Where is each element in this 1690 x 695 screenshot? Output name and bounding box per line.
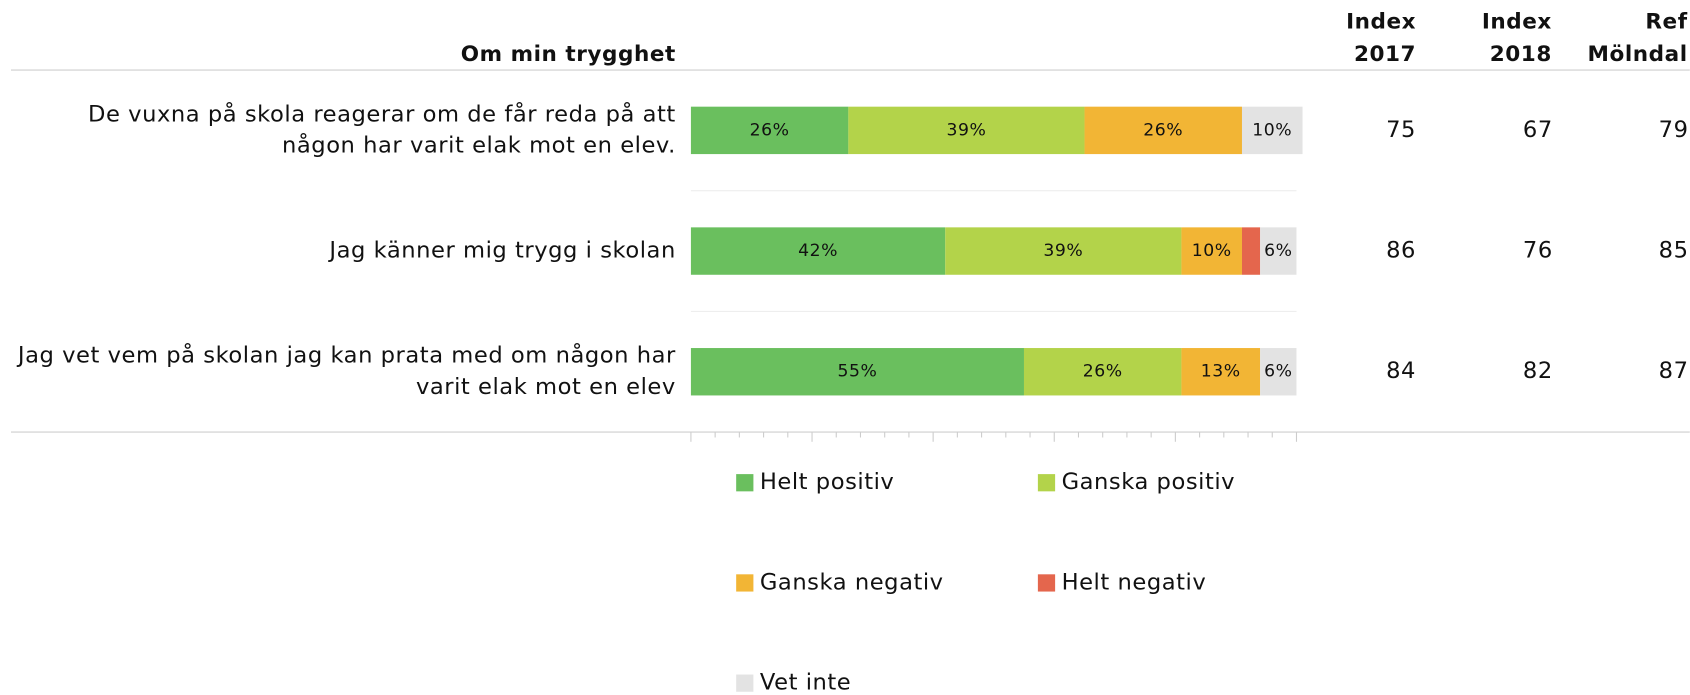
legend-swatch <box>1037 474 1056 492</box>
table-cell: 82 <box>1523 358 1553 384</box>
data-label: 6% <box>1264 362 1292 382</box>
bar-segment <box>1260 348 1297 396</box>
legend-label: Ganska negativ <box>760 569 944 595</box>
table-cell: 76 <box>1523 238 1553 264</box>
table-cell: 84 <box>1386 358 1416 384</box>
legend-label: Helt positiv <box>760 469 894 495</box>
bar-segment <box>690 106 849 155</box>
chart-title: Om min trygghet <box>461 42 676 67</box>
data-label: 13% <box>1201 362 1241 382</box>
data-label: 39% <box>946 120 986 140</box>
column-header: Ref <box>1645 10 1687 35</box>
column-header: Index <box>1346 10 1416 35</box>
column-header: 2018 <box>1490 42 1552 67</box>
category-label: någon har varit elak mot en elev. <box>282 131 676 159</box>
table-cell: 85 <box>1659 238 1689 264</box>
column-header: Mölndal <box>1588 42 1688 67</box>
column-header: Index <box>1482 10 1552 35</box>
table-cell: 79 <box>1659 117 1689 143</box>
legend-swatch <box>736 474 754 492</box>
legend-label: Ganska positiv <box>1062 469 1236 495</box>
data-label: 55% <box>837 362 877 382</box>
legend-swatch <box>1037 574 1056 592</box>
data-label: 26% <box>1143 120 1183 140</box>
category-label: De vuxna på skola reagerar om de får red… <box>88 99 676 127</box>
legend-label: Helt negativ <box>1062 569 1207 595</box>
category-label: Jag vet vem på skolan jag kan prata med … <box>16 341 676 369</box>
data-label: 39% <box>1043 241 1083 261</box>
category-label: varit elak mot en elev <box>416 374 676 400</box>
table-cell: 75 <box>1386 117 1416 143</box>
category-label: Jag känner mig trygg i skolan <box>327 238 675 264</box>
legend-swatch <box>736 574 754 592</box>
bar-segment <box>1084 106 1242 155</box>
column-header: 2017 <box>1354 42 1416 67</box>
bar-segment <box>945 227 1182 275</box>
bar-segment <box>1023 348 1182 396</box>
table-cell: 87 <box>1659 358 1689 384</box>
bar-segment <box>1241 106 1303 155</box>
data-label: 10% <box>1192 241 1232 261</box>
data-label: 42% <box>798 241 838 261</box>
table-cell: 67 <box>1523 117 1553 143</box>
data-label: 26% <box>1083 362 1123 382</box>
data-label: 26% <box>750 120 790 140</box>
bar-segment <box>1241 227 1261 275</box>
data-label: 10% <box>1252 120 1292 140</box>
bar-segment <box>1181 348 1261 396</box>
bar-segment <box>1260 227 1297 275</box>
bar-segment <box>1181 227 1242 275</box>
legend-label: Vet inte <box>760 670 851 695</box>
bar-segment <box>690 348 1024 396</box>
table-cell: 86 <box>1386 238 1416 264</box>
bar-segment <box>690 227 946 275</box>
legend-swatch <box>736 674 754 692</box>
bar-segment <box>848 106 1085 155</box>
data-label: 6% <box>1264 241 1292 261</box>
